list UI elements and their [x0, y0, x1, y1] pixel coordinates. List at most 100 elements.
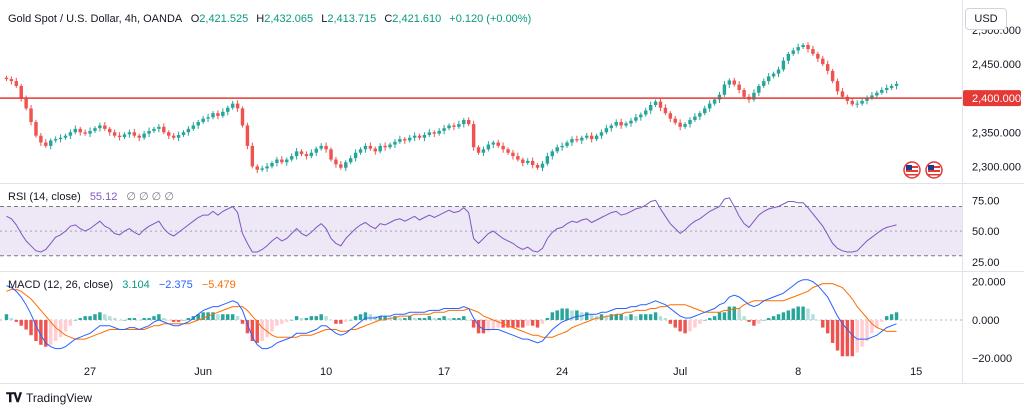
macd-histogram-bar: [604, 316, 609, 320]
level-price-tag: [963, 90, 1021, 107]
macd-histogram-bar: [63, 319, 68, 332]
macd-histogram-bar: [619, 314, 623, 320]
macd-histogram-bar: [39, 319, 43, 345]
candle-body: [275, 159, 279, 163]
macd-histogram-bar: [644, 314, 648, 320]
candle-body: [142, 133, 146, 138]
macd-histogram-bar: [127, 318, 132, 320]
macd-histogram-bar: [550, 312, 555, 320]
macd-histogram-bar: [614, 314, 618, 320]
candle-body: [255, 166, 259, 170]
candle-body: [447, 125, 451, 129]
candle-body: [506, 149, 510, 153]
candle-body: [619, 122, 623, 126]
macd-histogram-bar: [565, 308, 569, 320]
macd-histogram-bar: [417, 318, 422, 320]
time-tick-label: 15: [910, 366, 922, 378]
macd-histogram-bar: [245, 319, 250, 334]
macd-histogram-bar: [801, 306, 805, 320]
candle-body: [206, 117, 210, 119]
macd-histogram-bar: [9, 318, 14, 320]
macd-histogram-bar: [427, 316, 432, 320]
candle-body: [334, 159, 338, 165]
candle-body: [112, 132, 117, 136]
candle-body: [393, 141, 397, 145]
candle-body: [565, 142, 569, 146]
candle-body: [752, 92, 756, 100]
macd-histogram-bar: [821, 319, 825, 328]
macd-histogram-bar: [98, 312, 102, 320]
macd-histogram-bar: [398, 318, 402, 320]
candle-body: [9, 79, 14, 82]
candle-body: [191, 125, 196, 129]
macd-histogram-bar: [93, 314, 97, 320]
candle-body: [407, 137, 412, 141]
candle-body: [530, 160, 535, 165]
candle-body: [289, 156, 294, 160]
candle-body: [496, 142, 500, 146]
candle-body: [235, 103, 240, 109]
us-flag-event-icon[interactable]: [903, 161, 921, 179]
macd-histogram-bar: [211, 312, 215, 320]
candle-body: [417, 135, 422, 138]
macd-histogram-bar: [344, 319, 348, 322]
macd-histogram-bar: [860, 319, 864, 347]
candle-body: [388, 144, 392, 148]
candle-body: [894, 83, 899, 86]
candle-body: [48, 140, 53, 146]
candle-body: [260, 168, 264, 170]
candle-body: [599, 132, 604, 136]
macd-histogram-bar: [68, 319, 73, 326]
macd-histogram-bar: [540, 319, 545, 324]
candle-body: [707, 103, 712, 109]
candle-body: [658, 101, 663, 108]
candle-body: [245, 125, 250, 146]
candle-body: [816, 53, 820, 59]
macd-histogram-bar: [476, 319, 481, 334]
candle-body: [811, 49, 815, 54]
macd-histogram-bar: [737, 308, 741, 320]
candle-body: [299, 151, 304, 155]
macd-histogram-bar: [270, 319, 274, 332]
macd-histogram-bar: [796, 306, 800, 320]
macd-histogram-bar: [58, 319, 63, 338]
macd-histogram-bar: [132, 318, 137, 320]
candle-body: [280, 159, 284, 163]
macd-histogram-bar: [830, 319, 835, 343]
candle-body: [624, 123, 628, 126]
candle-body: [53, 139, 58, 141]
price-tick-label: 2,300.000: [972, 161, 1021, 173]
macd-histogram-bar: [496, 319, 500, 328]
rsi-line: [6, 197, 897, 253]
macd-histogram-bar: [811, 314, 815, 320]
candle-body: [383, 145, 387, 148]
macd-histogram-bar: [457, 318, 461, 320]
macd-histogram-bar: [353, 316, 358, 320]
candle-body: [722, 84, 727, 95]
candle-body: [403, 139, 407, 141]
high-label: H: [256, 13, 264, 25]
candle-body: [589, 135, 594, 140]
price-tick-label: 2,450.000: [972, 59, 1021, 71]
macd-histogram-bar: [648, 314, 653, 320]
candle-body: [98, 125, 102, 129]
tradingview-brand[interactable]: 𝐓𝐕 TradingView: [6, 390, 92, 406]
macd-title: MACD (12, 26, close): [8, 279, 113, 291]
candle-body: [791, 50, 795, 54]
macd-histogram-bar: [752, 319, 756, 326]
us-flag-event-icon[interactable]: [925, 161, 943, 179]
macd-histogram-bar: [48, 319, 53, 345]
macd-histogram-bar: [162, 318, 166, 320]
candle-body: [437, 130, 441, 134]
macd-histogram-bar: [88, 316, 92, 320]
macd-histogram-bar: [816, 319, 820, 321]
candle-body: [363, 145, 368, 150]
macd-histogram-bar: [383, 316, 387, 320]
macd-histogram-bar: [545, 318, 550, 320]
macd-histogram-bar: [560, 308, 564, 320]
macd-line: [6, 279, 897, 350]
currency-button[interactable]: USD: [965, 8, 1007, 30]
macd-histogram-bar: [289, 319, 294, 321]
macd-histogram-bar: [875, 319, 879, 328]
